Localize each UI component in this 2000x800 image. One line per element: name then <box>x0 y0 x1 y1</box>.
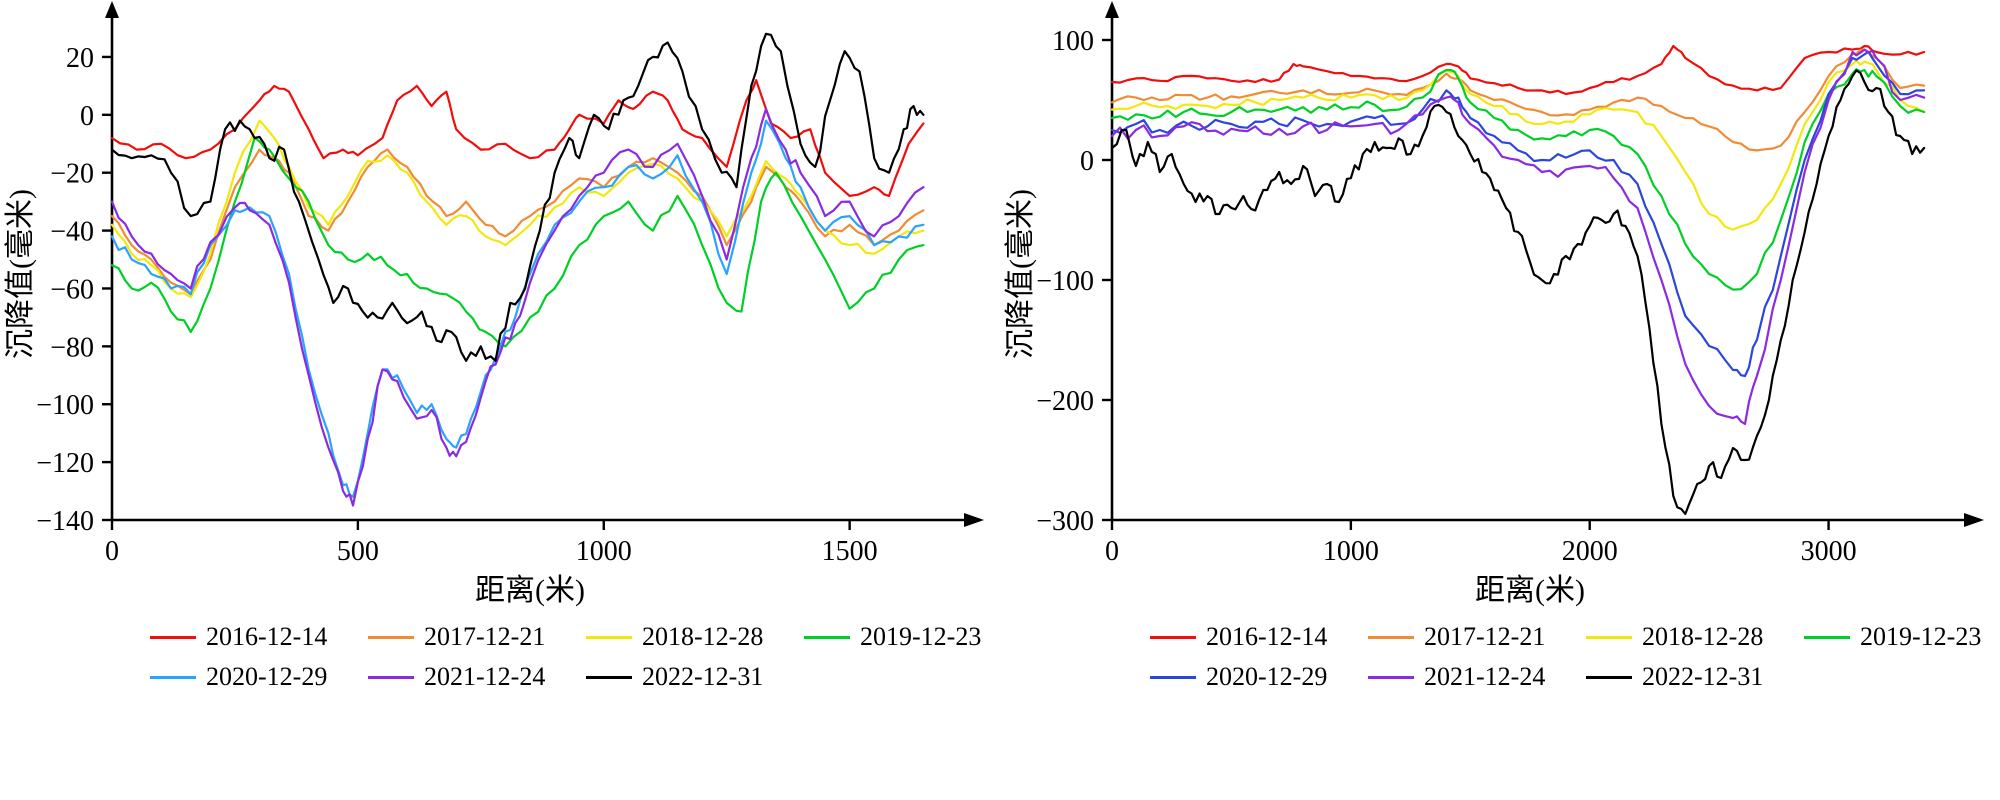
x-tick-label: 0 <box>105 536 119 567</box>
legend-line-swatch <box>1586 675 1632 679</box>
legend-item-2022-12-31: 2022-12-31 <box>1586 662 1804 692</box>
legend-item-2017-12-21: 2017-12-21 <box>1368 622 1586 652</box>
legend-line-swatch <box>1368 675 1414 679</box>
series-line-2020-12-29 <box>110 119 925 498</box>
right-chart-legend: 2016-12-14 2017-12-21 2018-12-28 2019-12-23… <box>1150 622 2000 692</box>
legend-line-swatch <box>586 635 632 639</box>
legend-item-2021-12-24: 2021-12-24 <box>1368 662 1586 692</box>
x-tick-label: 500 <box>337 536 379 567</box>
series-line-2022-12-31 <box>110 32 925 362</box>
legend-line-swatch <box>150 675 196 679</box>
left-chart-canvas: 0 500 1000 1500200−20−40−60−80−100−120−140 … <box>4 1 984 607</box>
legend-label: 2016-12-14 <box>1206 622 1328 651</box>
x-tick-label: 1000 <box>576 536 632 567</box>
series-line-2016-12-14 <box>1110 44 1926 96</box>
series-line-2021-12-24 <box>110 107 925 507</box>
legend-item-2018-12-28: 2018-12-28 <box>586 622 804 652</box>
legend-label: 2018-12-28 <box>642 622 764 651</box>
y-tick-label: −60 <box>50 274 94 305</box>
y-tick-label: −100 <box>36 390 94 421</box>
legend-line-swatch <box>368 675 414 679</box>
series-line-2016-12-14 <box>110 79 925 197</box>
legend-line-swatch <box>586 675 632 679</box>
y-tick-label: −120 <box>36 448 94 479</box>
right-chart-panel: 0 1000 2000 3000 100 0 −100 −200 −300 沉降值(毫米) 距离… <box>1000 0 2000 800</box>
x-tick-label: 3000 <box>1801 536 1857 567</box>
legend-line-swatch <box>804 635 850 639</box>
legend-item-2022-12-31: 2022-12-31 <box>586 662 804 692</box>
y-tick-label: −40 <box>50 217 94 248</box>
legend-label: 2019-12-23 <box>1860 622 1982 651</box>
y-tick-label: 100 <box>1052 26 1094 57</box>
left-chart-panel: 0 500 1000 1500 20 0 −20 −40 −60 −80 −100 −120 −140 … <box>4 1 1000 692</box>
legend-item-2020-12-29: 2020-12-29 <box>150 662 368 692</box>
y-axis-arrow-icon <box>105 1 119 18</box>
legend-label: 2021-12-24 <box>424 662 546 691</box>
series-line-2018-12-28 <box>110 119 925 299</box>
legend-line-swatch <box>1150 675 1196 679</box>
y-tick-label: −100 <box>1036 266 1094 297</box>
y-tick-label: 20 <box>66 43 94 74</box>
y-tick-label: −80 <box>50 332 94 363</box>
legend-label: 2022-12-31 <box>1642 662 1764 691</box>
legend-line-swatch <box>1586 635 1632 639</box>
x-tick-label: 0 <box>1105 536 1119 567</box>
legend-item-2016-12-14: 2016-12-14 <box>150 622 368 652</box>
legend-item-2017-12-21: 2017-12-21 <box>368 622 586 652</box>
legend-item-2019-12-23: 2019-12-23 <box>804 622 1000 652</box>
left-y-axis-label: 沉降值(毫米) <box>4 189 37 359</box>
legend-label: 2021-12-24 <box>1424 662 1546 691</box>
x-axis-arrow-icon <box>1964 513 1984 527</box>
legend-label: 2017-12-21 <box>1424 622 1546 651</box>
legend-item-2018-12-28: 2018-12-28 <box>1586 622 1804 652</box>
legend-label: 2019-12-23 <box>860 622 982 651</box>
right-y-axis-label: 沉降值(毫米) <box>1004 189 1037 359</box>
x-axis-arrow-icon <box>964 513 984 527</box>
legend-item-2016-12-14: 2016-12-14 <box>1150 622 1368 652</box>
x-tick-label: 2000 <box>1562 536 1618 567</box>
y-axis-arrow-icon <box>1105 1 1119 18</box>
series-line-2018-12-28 <box>1110 59 1926 231</box>
y-tick-label: −200 <box>1036 386 1094 417</box>
x-tick-label: 1000 <box>1323 536 1379 567</box>
legend-label: 2016-12-14 <box>206 622 328 651</box>
series-line-2020-12-29 <box>1110 50 1926 378</box>
y-tick-label: −140 <box>36 506 94 537</box>
series-line-2019-12-23 <box>110 136 925 348</box>
series-line-2019-12-23 <box>1110 68 1926 291</box>
legend-item-2019-12-23: 2019-12-23 <box>1804 622 2000 652</box>
legend-line-swatch <box>368 635 414 639</box>
series-line-2017-12-21 <box>1110 48 1926 152</box>
y-tick-label: −300 <box>1036 506 1094 537</box>
legend-line-swatch <box>1368 635 1414 639</box>
legend-line-swatch <box>1804 635 1850 639</box>
legend-label: 2018-12-28 <box>1642 622 1764 651</box>
legend-label: 2017-12-21 <box>424 622 546 651</box>
x-tick-label: 1500 <box>822 536 878 567</box>
legend-label: 2022-12-31 <box>642 662 764 691</box>
series-line-2017-12-21 <box>110 148 925 296</box>
legend-label: 2020-12-29 <box>1206 662 1328 691</box>
y-tick-label: −20 <box>50 159 94 190</box>
left-x-axis-label: 距离(米) <box>475 574 585 607</box>
legend-line-swatch <box>1150 635 1196 639</box>
legend-label: 2020-12-29 <box>206 662 328 691</box>
left-chart-legend: 2016-12-14 2017-12-21 2018-12-28 2019-12-23… <box>150 622 1000 692</box>
legend-item-2020-12-29: 2020-12-29 <box>1150 662 1368 692</box>
legend-line-swatch <box>150 635 196 639</box>
y-tick-label: 0 <box>1080 146 1094 177</box>
series-line-2021-12-24 <box>1110 48 1926 426</box>
legend-item-2021-12-24: 2021-12-24 <box>368 662 586 692</box>
right-x-axis-label: 距离(米) <box>1475 574 1585 607</box>
series-line-2022-12-31 <box>1110 69 1926 516</box>
y-tick-label: 0 <box>80 101 94 132</box>
